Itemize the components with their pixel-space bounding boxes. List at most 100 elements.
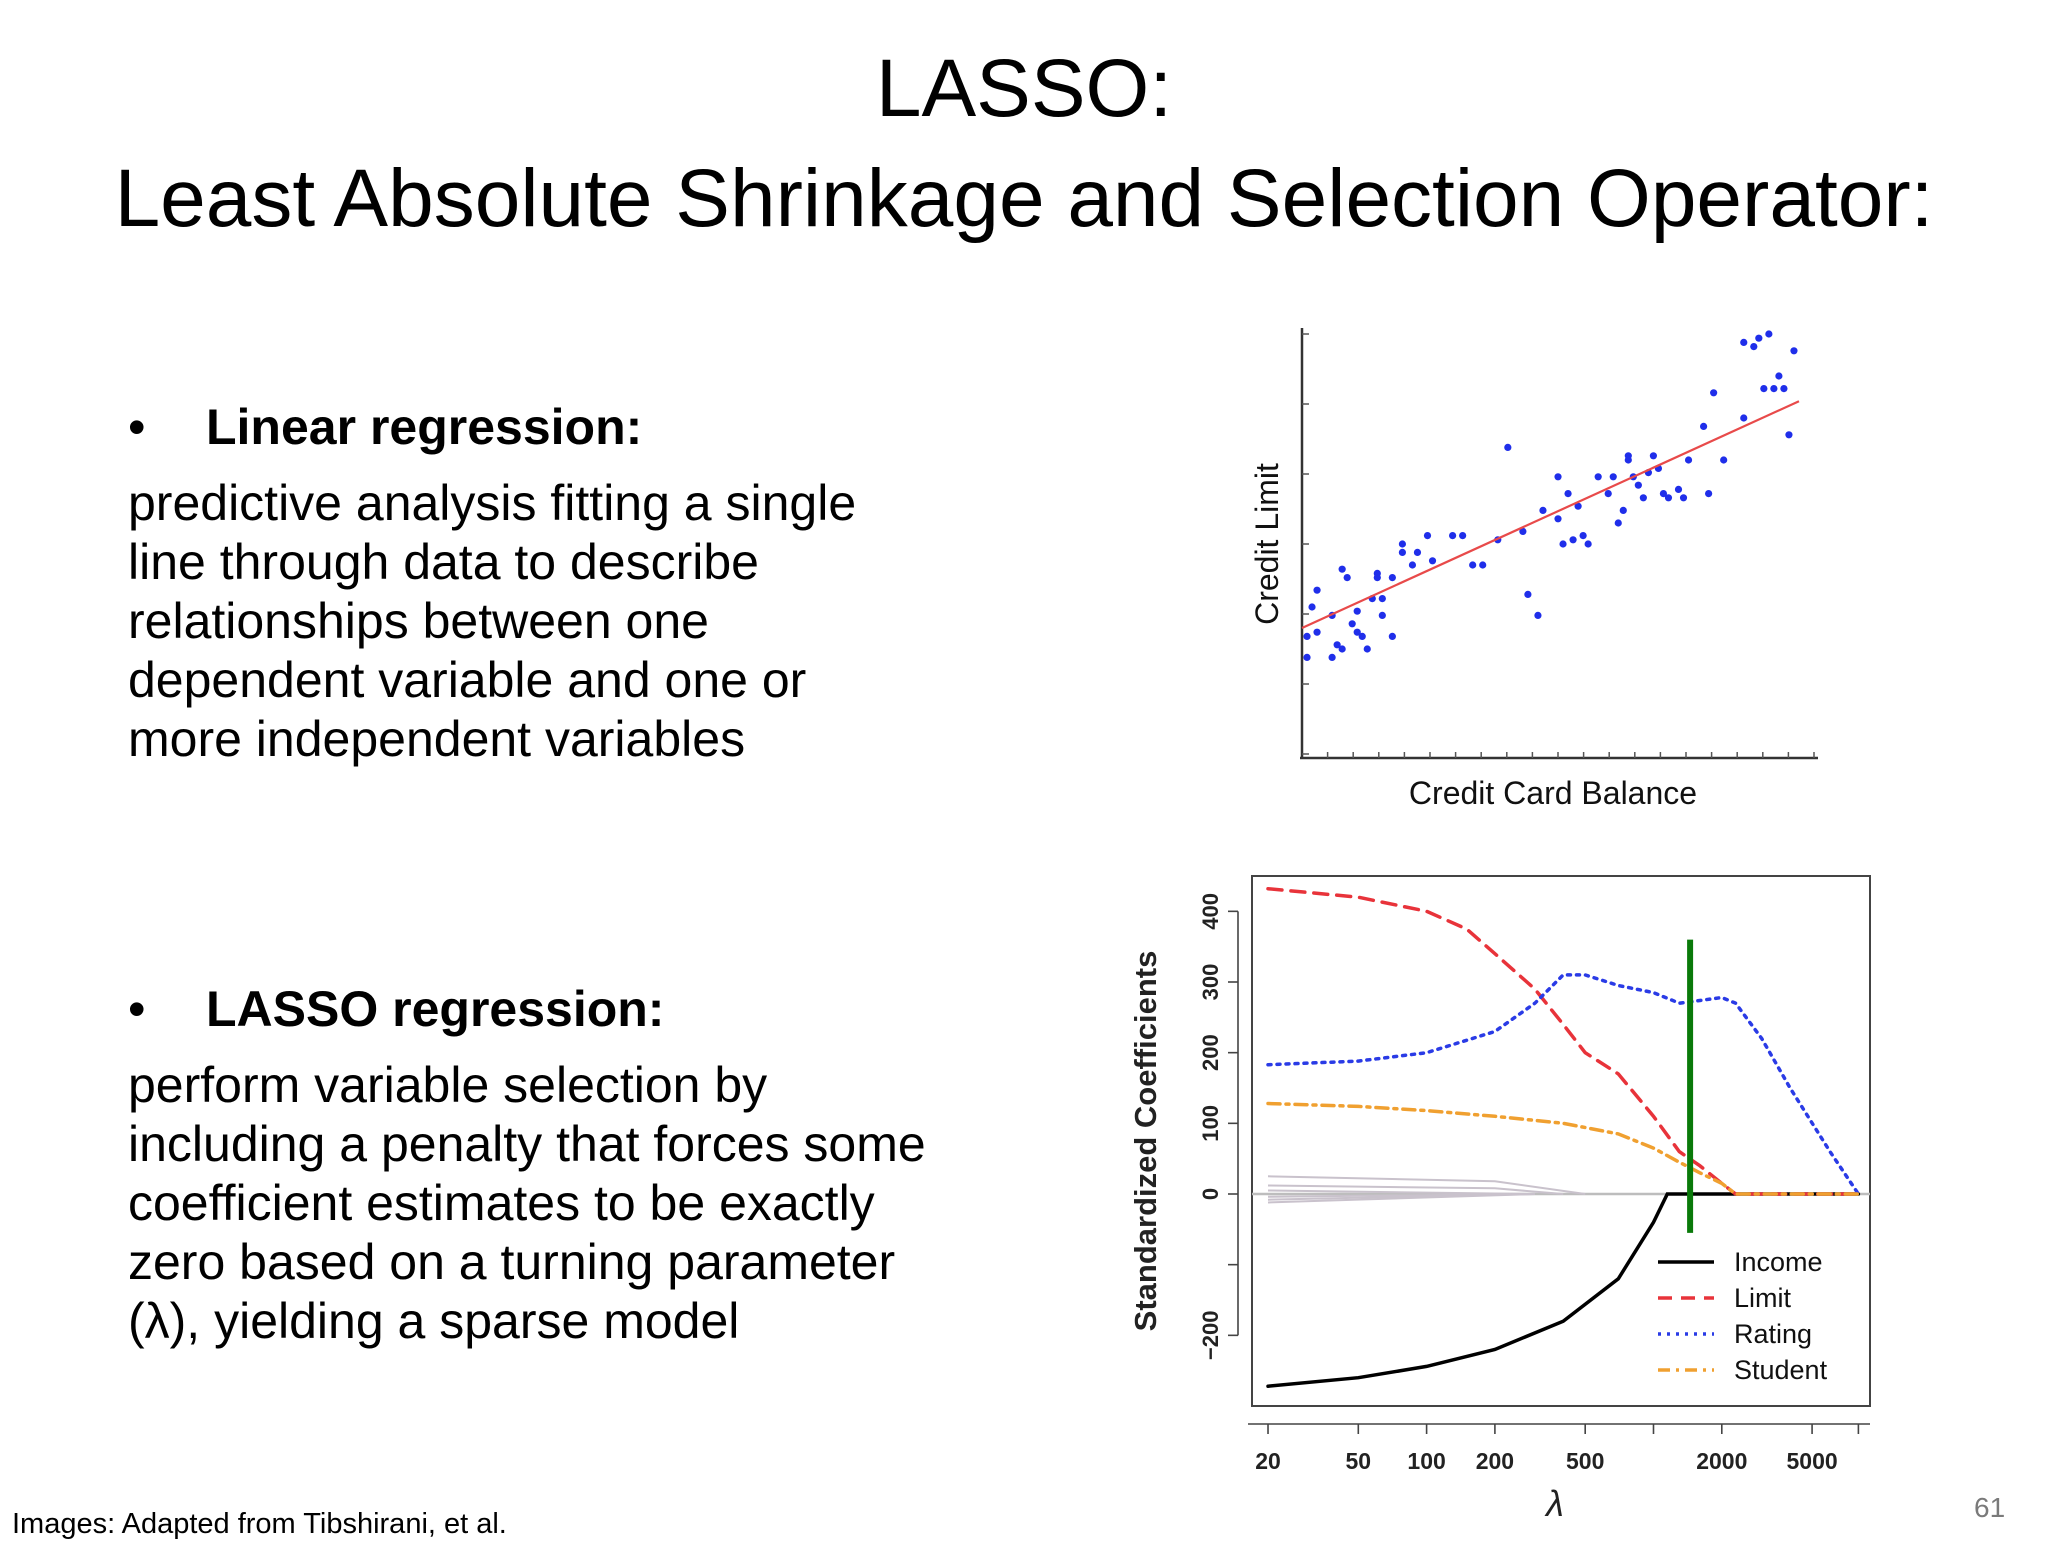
data-point [1584,540,1592,548]
x-axis-label: λ [1544,1483,1564,1524]
bullet-heading: LASSO regression: [206,981,665,1037]
data-point [1524,590,1532,598]
data-point [1408,561,1417,569]
x-tick-label: 500 [1566,1448,1604,1474]
data-point [1554,515,1562,523]
y-axis-label: Standardized Coefficients [1128,951,1163,1332]
bullet-marker: • [128,399,146,455]
bullet-linear-regression-text: predictive analysis fitting a single lin… [128,474,1048,769]
data-point [1428,557,1437,565]
data-point [1740,338,1748,346]
data-point [1659,490,1668,498]
data-point [1388,632,1396,640]
lasso-coefficient-chart: 400 300 200 100 0 −200 20 50 100 200 500 2000 5000 λ S… [1128,875,1871,1524]
series-income-line [1266,1192,1861,1388]
x-axis-label: Credit Card Balance [1409,775,1697,811]
data-point [1358,632,1366,640]
slide-title-line-1: LASSO: [875,43,1173,134]
data-point [1479,561,1487,569]
x-tick-label: 100 [1407,1448,1445,1474]
y-axis-label: Credit Limit [1249,463,1285,625]
x-tick-label: 50 [1346,1448,1372,1474]
text-line: perform variable selection by [128,1057,768,1113]
slide-title-line-2: Least Absolute Shrinkage and Selection O… [114,153,1934,244]
data-point [1609,473,1617,481]
data-point [1679,494,1688,502]
text-line: dependent variable and one or [128,652,807,708]
data-point [1554,473,1562,481]
data-point [1373,574,1381,582]
data-point [1785,431,1793,439]
data-point [1579,532,1587,540]
data-point [1780,385,1788,393]
legend-income-label: Income [1734,1247,1823,1277]
data-point [1313,628,1321,636]
y-tick-label: 400 [1198,893,1223,930]
data-point [1684,456,1693,464]
text-line: more independent variables [128,711,746,767]
data-point [1348,620,1356,628]
data-point [1534,611,1542,619]
data-point [1564,490,1572,498]
data-point [1740,414,1748,422]
page-number: 61 [1974,1492,2006,1523]
y-tick-label: 0 [1198,1188,1223,1200]
data-point [1765,330,1773,338]
data-point [1459,532,1467,540]
data-point [1313,586,1321,594]
legend-rating-label: Rating [1734,1319,1812,1349]
text-line: line through data to describe [128,534,759,590]
data-point [1338,645,1346,653]
data-point [1388,574,1396,582]
data-point [1333,641,1341,649]
data-point [1720,456,1728,464]
y-tick-label: 300 [1198,964,1223,1001]
data-point [1504,443,1512,451]
image-credit-footnote: Images: Adapted from Tibshirani, et al. [12,1508,507,1540]
bullet-heading: Linear regression: [206,399,643,455]
data-point [1308,603,1316,611]
x-tick-label: 2000 [1696,1448,1747,1474]
legend-student-label: Student [1734,1355,1828,1385]
data-point [1559,540,1567,548]
data-point [1594,473,1602,481]
other-coefficient-path [1267,1193,1535,1204]
regression-line [1301,400,1800,630]
data-point [1449,532,1457,540]
data-point [1328,653,1336,661]
data-point [1649,452,1657,460]
data-point [1303,653,1311,661]
data-point [1303,632,1311,640]
legend-limit-label: Limit [1734,1283,1792,1313]
other-coefficient-path [1267,1175,1586,1195]
data-point [1790,347,1798,355]
data-point [1775,372,1783,380]
data-point [1760,385,1768,393]
data-point [1770,385,1778,393]
y-tick-label: 200 [1198,1034,1223,1071]
data-point [1539,506,1547,514]
data-point [1378,611,1386,619]
data-point [1710,389,1718,397]
data-point [1338,565,1346,573]
data-point [1413,548,1422,556]
other-coefficient-path [1267,1189,1535,1195]
text-line: zero based on a turning parameter [128,1234,896,1290]
plot-frame [1251,875,1871,1407]
data-point [1469,561,1477,569]
data-point [1398,548,1406,556]
data-point [1634,481,1642,489]
data-point [1343,574,1351,582]
y-tick-label: 100 [1198,1105,1223,1142]
bullet-marker: • [128,981,146,1037]
data-point [1639,494,1647,502]
series-limit-line [1266,886,1861,1196]
data-point [1674,485,1683,493]
bullet-lasso-regression: • LASSO regression: [128,980,664,1038]
data-point [1604,490,1612,498]
text-line: coefficient estimates to be exactly [128,1175,875,1231]
scatter-chart: Credit Card Balance Credit Limit [1249,328,1818,811]
data-point [1423,532,1432,540]
data-point [1378,595,1386,603]
text-line: relationships between one [128,593,709,649]
